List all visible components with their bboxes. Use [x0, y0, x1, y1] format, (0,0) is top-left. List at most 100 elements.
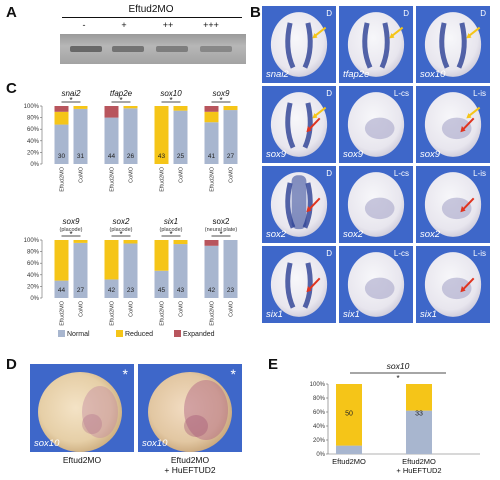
- bar-category-label: CoMO: [229, 166, 235, 183]
- group-title: snai2: [61, 89, 81, 98]
- bar-segment-normal: [406, 410, 432, 454]
- bar-category-label: CoMO: [229, 300, 235, 317]
- bar-category-label: Eftud2MO: [110, 166, 116, 191]
- embryo-shape: [424, 12, 482, 77]
- gel-band: [200, 46, 232, 52]
- y-tick-label: 100%: [310, 382, 326, 388]
- group-title: sox10: [160, 89, 182, 98]
- embryo-caption: Eftud2MO: [62, 455, 102, 465]
- legend-swatch: [174, 330, 181, 337]
- bar-segment-reduced: [73, 106, 88, 109]
- y-tick-label: 60%: [27, 261, 40, 267]
- embryo-gene-label: tfap2e: [343, 69, 370, 80]
- embryo-image-sox9: sox9 L-cs: [339, 86, 413, 163]
- gel-header-line: [62, 17, 242, 18]
- bar-segment-normal: [54, 124, 69, 164]
- embryo-gene-label: sox2: [266, 229, 287, 240]
- group-subtitle: (placode): [110, 227, 133, 233]
- embryo-gene-label: six1: [420, 309, 437, 320]
- group-title: sox2: [213, 217, 230, 226]
- significance-star: *: [69, 96, 72, 105]
- embryo-image-d1: * sox10: [30, 364, 134, 452]
- group-subtitle: (placode): [160, 227, 183, 233]
- bar-segment-reduced: [336, 384, 362, 446]
- chart-title: sox10: [387, 361, 410, 371]
- bar-n-label: 30: [58, 153, 66, 160]
- significance-star: *: [219, 96, 222, 105]
- significance-star: *: [396, 374, 399, 383]
- panel-e-label: E: [268, 356, 279, 373]
- embryo-image-snai2: snai2 D: [262, 6, 336, 83]
- bar-category-label: + HuEFTUD2: [396, 466, 441, 475]
- embryo-gene-label: sox9: [266, 149, 287, 160]
- embryo-body: [424, 12, 482, 77]
- bar-n-label: 44: [108, 153, 116, 160]
- bar-segment-normal: [223, 240, 238, 298]
- y-tick-label: 20%: [313, 438, 326, 444]
- embryo-image-six1: six1 L-is: [416, 246, 490, 323]
- embryo-view-label: L-is: [473, 249, 486, 258]
- embryo-image-sox9: sox9 D: [262, 86, 336, 163]
- bar-n-label: 41: [208, 153, 216, 160]
- gel-lane-label: +++: [203, 20, 219, 30]
- embryo-shape: [424, 172, 482, 237]
- embryo-view-label: D: [480, 9, 486, 18]
- bar-segment-reduced: [204, 111, 219, 123]
- embryo-gene-label: sox2: [420, 229, 441, 240]
- bar-category-label: Eftud2MO: [60, 166, 66, 191]
- embryo-gene-label: sox2: [343, 229, 364, 240]
- gel-band: [156, 46, 188, 52]
- legend-label: Expanded: [183, 331, 215, 338]
- bar-n-label: 27: [77, 287, 85, 294]
- y-tick-label: 60%: [313, 410, 326, 416]
- bar-segment-expanded: [204, 106, 219, 112]
- y-tick-label: 80%: [27, 250, 40, 256]
- bar-category-label: CoMO: [179, 300, 185, 317]
- bar-segment-normal: [123, 243, 138, 298]
- bar-segment-reduced: [54, 240, 69, 281]
- bar-segment-normal: [154, 270, 169, 298]
- bar-category-label: Eftud2MO: [60, 300, 66, 325]
- y-tick-label: 100%: [24, 104, 40, 110]
- embryo-body: [270, 12, 328, 77]
- bar-segment-normal: [336, 445, 362, 454]
- bar-segment-normal: [173, 110, 188, 164]
- embryo-star: *: [122, 366, 128, 382]
- embryo-body: [347, 12, 405, 77]
- embryo-gene-label: sox10: [420, 69, 446, 80]
- gel-band: [70, 46, 102, 52]
- panel-b-label: B: [250, 4, 261, 21]
- legend-label: Normal: [67, 331, 90, 338]
- bar-segment-reduced: [54, 111, 69, 125]
- embryo-image-sox2: sox2 D: [262, 166, 336, 243]
- bar-n-label: 27: [227, 153, 235, 160]
- bar-category-label: Eftud2MO: [210, 300, 216, 325]
- embryo-gene-label: six1: [266, 309, 283, 320]
- bar-n-label: 50: [345, 411, 353, 418]
- embryo-image-sox2: sox2 L-is: [416, 166, 490, 243]
- bar-segment-reduced: [123, 106, 138, 109]
- embryo-view-label: D: [403, 9, 409, 18]
- embryo-view-label: L-is: [473, 89, 486, 98]
- gel-lane-label: ++: [162, 20, 174, 30]
- bar-n-label: 33: [415, 411, 423, 418]
- bar-segment-reduced: [154, 106, 169, 164]
- bar-segment-normal: [173, 244, 188, 298]
- bar-category-label: CoMO: [179, 166, 185, 183]
- gel-lane-label: +: [121, 20, 127, 30]
- gel-band: [112, 46, 144, 52]
- bar-segment-normal: [204, 122, 219, 164]
- embryo-view-label: L-is: [473, 169, 486, 178]
- embryo-image-six1: six1 L-cs: [339, 246, 413, 323]
- embryo-gene-label: sox10: [34, 438, 60, 449]
- bar-n-label: 43: [158, 153, 166, 160]
- y-tick-label: 60%: [27, 127, 40, 133]
- bar-segment-normal: [73, 242, 88, 298]
- bar-category-label: Eftud2MO: [210, 166, 216, 191]
- y-tick-label: 80%: [313, 396, 326, 402]
- bar-category-label: CoMO: [79, 300, 85, 317]
- y-tick-label: 40%: [313, 424, 326, 430]
- embryo-image-six1: six1 D: [262, 246, 336, 323]
- embryo-shape: [38, 372, 122, 452]
- bar-segment-normal: [104, 279, 119, 298]
